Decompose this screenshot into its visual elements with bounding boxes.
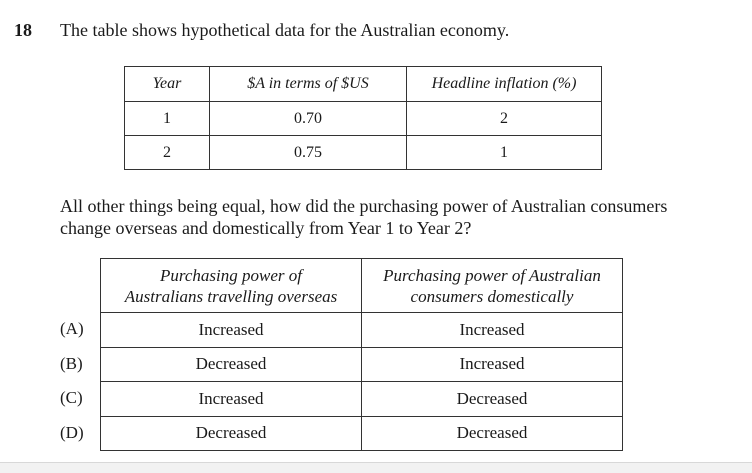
table-row: 1 0.70 2: [124, 101, 602, 136]
question-number: 18: [14, 20, 32, 40]
option-c-domestic: Decreased: [361, 381, 623, 417]
option-label-a[interactable]: (A): [60, 319, 84, 338]
header-overseas-line2: Australians travelling overseas: [124, 286, 338, 306]
option-a-domestic: Increased: [361, 312, 623, 348]
header-year: Year: [124, 66, 210, 102]
option-row-d[interactable]: Decreased Decreased: [100, 415, 623, 451]
option-row-c[interactable]: Increased Decreased: [100, 381, 623, 417]
header-inflation: Headline inflation (%): [406, 66, 602, 102]
header-overseas-line1: Purchasing power of: [160, 265, 302, 285]
option-label-d[interactable]: (D): [60, 422, 84, 442]
option-a-overseas: Increased: [100, 312, 362, 348]
answer-options-table: Purchasing power of Australians travelli…: [100, 258, 623, 451]
option-labels: (A) (B) (C) (D): [60, 312, 100, 450]
cell-year: 1: [124, 101, 210, 136]
table-row: 2 0.75 1: [124, 135, 602, 170]
option-row-a[interactable]: Increased Increased: [100, 312, 623, 348]
header-domestic-line2: consumers domestically: [410, 286, 574, 306]
economy-data-table: Year $A in terms of $US Headline inflati…: [124, 66, 602, 170]
option-label-c[interactable]: (C): [60, 388, 83, 407]
option-label-b[interactable]: (B): [60, 353, 83, 373]
option-b-overseas: Decreased: [100, 346, 362, 382]
cell-exchange-rate: 0.70: [209, 101, 407, 136]
cell-exchange-rate: 0.75: [209, 135, 407, 170]
option-b-domestic: Increased: [361, 346, 623, 382]
table-header-row: Year $A in terms of $US Headline inflati…: [124, 66, 602, 102]
option-d-overseas: Decreased: [100, 415, 362, 451]
cell-inflation: 2: [406, 101, 602, 136]
page-bottom-edge: [0, 462, 752, 473]
header-domestic: Purchasing power of Australian consumers…: [361, 258, 623, 313]
question-prompt: All other things being equal, how did th…: [60, 196, 668, 238]
option-c-overseas: Increased: [100, 381, 362, 417]
header-domestic-line1: Purchasing power of Australian: [383, 265, 601, 285]
question-stem: The table shows hypothetical data for th…: [60, 20, 510, 40]
option-row-b[interactable]: Decreased Increased: [100, 346, 623, 382]
header-overseas: Purchasing power of Australians travelli…: [100, 258, 362, 313]
answer-header-row: Purchasing power of Australians travelli…: [100, 258, 623, 313]
header-exchange-rate: $A in terms of $US: [209, 66, 407, 102]
cell-inflation: 1: [406, 135, 602, 170]
cell-year: 2: [124, 135, 210, 170]
option-d-domestic: Decreased: [361, 415, 623, 451]
